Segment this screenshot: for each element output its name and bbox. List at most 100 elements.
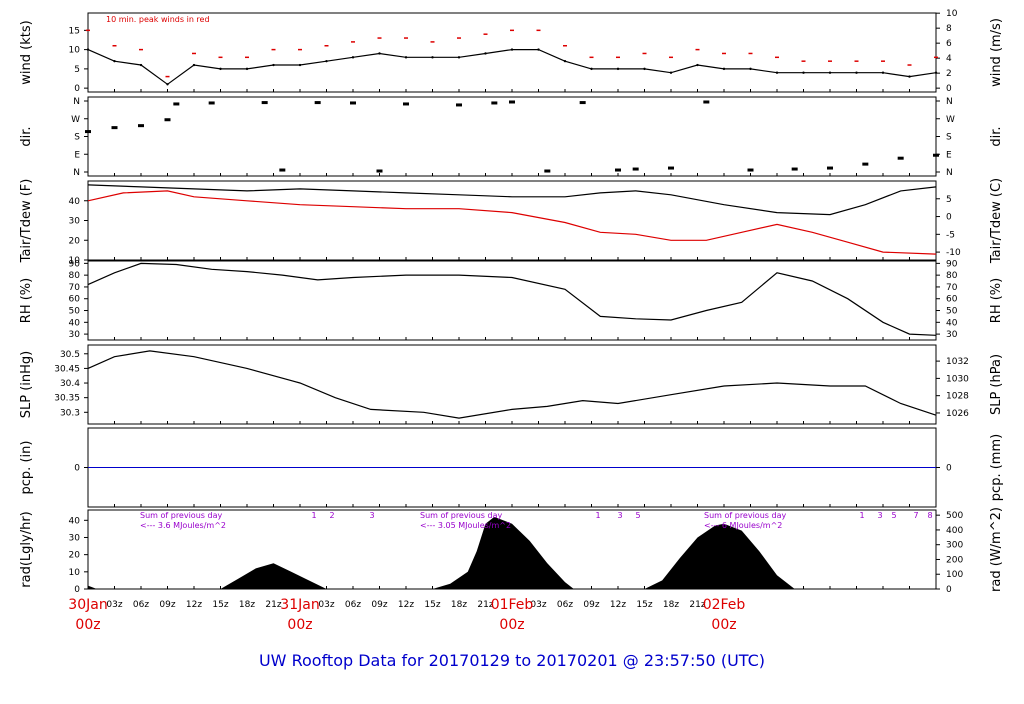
wind-point <box>590 67 593 71</box>
wind-point <box>245 67 249 71</box>
y-axis-label-right: dir. <box>989 126 1004 146</box>
y-tick-label: 8 <box>946 24 952 34</box>
y-tick-label: W <box>71 115 80 125</box>
y-tick-label: 400 <box>946 526 963 536</box>
y-axis-label-left: RH (%) <box>19 278 34 323</box>
y-tick-label: 30 <box>69 533 81 543</box>
wind-point <box>616 67 620 71</box>
wind-point <box>802 71 805 74</box>
direction-point <box>314 101 321 105</box>
time-hour-label: 18z <box>451 600 467 610</box>
y-tick-label: 30.5 <box>60 350 80 360</box>
radiation-marker-label: 8 <box>927 511 932 520</box>
wind-point <box>166 83 169 86</box>
y-tick-label: 30 <box>69 217 81 227</box>
dewpoint-line <box>87 190 937 255</box>
y-tick-label: 200 <box>946 555 963 565</box>
y-tick-label: 70 <box>946 283 958 293</box>
y-tick-label: 20 <box>69 236 81 246</box>
y-tick-label: 10 <box>69 568 81 578</box>
wind-series-line <box>87 49 937 86</box>
wind-point <box>537 48 540 51</box>
y-tick-label: 80 <box>69 271 81 281</box>
y-axis-label-left: Tair/Tdew (F) <box>19 179 34 264</box>
panel-frame <box>87 96 937 177</box>
air-temp-line <box>87 184 937 216</box>
panel-frame <box>87 12 937 93</box>
wind-point <box>749 67 752 71</box>
y-axis-label-right: rad (W/m^2) <box>989 507 1004 592</box>
radiation-annotation-value: <--- 3.05 MJoules/m^2 <box>420 521 511 530</box>
y-tick-label: 40 <box>69 197 81 207</box>
y-tick-label: 60 <box>69 295 81 305</box>
time-hour-label: 12z <box>610 600 626 610</box>
y-tick-label: 300 <box>946 541 963 551</box>
radiation-annotation-value: <--- 6 MJoules/m^2 <box>704 521 782 530</box>
direction-point <box>668 166 674 170</box>
wind-point <box>192 63 196 67</box>
wind-point <box>855 71 858 74</box>
radiation-annotation-label: Sum of previous day <box>420 511 502 520</box>
radiation-area <box>88 516 936 589</box>
y-tick-label: 10 <box>946 9 958 19</box>
rh-series-line <box>87 262 937 336</box>
panel-wind: wind (kts) wind (m/s) 0 5 10 15 0 2 4 6 8 10 10 min.… <box>19 9 1004 94</box>
y-tick-label: E <box>946 150 952 160</box>
time-day-label: 01Feb <box>491 597 534 613</box>
direction-point <box>933 153 939 157</box>
wind-point <box>378 52 381 55</box>
direction-point <box>350 101 356 105</box>
y-tick-label: 0 <box>74 585 80 595</box>
y-tick-label: 5 <box>946 195 952 205</box>
direction-point <box>827 166 833 170</box>
direction-point <box>509 100 515 104</box>
time-day-label: 30Jan <box>68 597 107 613</box>
radiation-marker-label: 3 <box>369 511 374 520</box>
radiation-marker-label: 1 <box>595 511 600 520</box>
wind-point <box>351 56 355 59</box>
time-day-hour-label: 00z <box>75 617 100 633</box>
y-tick-label: 60 <box>946 295 958 305</box>
direction-point <box>747 168 754 172</box>
wind-point <box>696 63 699 67</box>
y-tick-label: 0 <box>946 464 952 474</box>
y-tick-label: 40 <box>946 318 958 328</box>
wind-point <box>457 56 461 59</box>
direction-point <box>173 102 180 106</box>
radiation-annotation-label: Sum of previous day <box>704 511 786 520</box>
y-tick-label: 30.45 <box>54 364 80 374</box>
y-tick-label: 1030 <box>946 374 969 384</box>
y-tick-label: 90 <box>69 259 81 269</box>
direction-point <box>544 169 551 173</box>
direction-point <box>376 169 383 173</box>
direction-point <box>85 130 91 134</box>
y-axis-label-right: RH (%) <box>989 278 1004 323</box>
y-tick-label: 30.3 <box>60 408 80 418</box>
wind-point <box>828 71 832 74</box>
y-tick-label: 1028 <box>946 392 969 402</box>
time-hour-label: 03z <box>318 600 334 610</box>
time-day-hour-label: 00z <box>711 617 736 633</box>
time-day-label: 31Jan <box>280 597 319 613</box>
time-hour-label: 03z <box>106 600 122 610</box>
y-axis-label-left: rad(Lgly/hr) <box>19 511 34 587</box>
direction-point <box>111 126 118 130</box>
y-tick-label: -5 <box>946 230 955 240</box>
radiation-marker-label: 1 <box>311 511 316 520</box>
radiation-marker-label: 5 <box>891 511 896 520</box>
direction-point <box>138 124 144 128</box>
y-tick-label: N <box>946 168 953 178</box>
y-axis-label-right: pcp. (mm) <box>989 434 1004 501</box>
y-axis-label-left: wind (kts) <box>19 20 34 84</box>
time-hour-label: 21z <box>265 600 281 610</box>
panel-slp: SLP (inHg) SLP (hPa) 30.3 30.35 30.4 30.45 30.… <box>19 344 1004 425</box>
y-tick-label: 5 <box>74 65 80 75</box>
wind-point <box>325 59 328 63</box>
wind-point <box>431 56 434 59</box>
time-hour-label: 12z <box>186 600 202 610</box>
footer-title: UW Rooftop Data for 20170129 to 20170201… <box>259 651 765 670</box>
wind-point <box>934 71 938 74</box>
wind-point <box>484 52 487 55</box>
time-hour-label: 18z <box>663 600 679 610</box>
y-tick-label: S <box>74 133 80 143</box>
